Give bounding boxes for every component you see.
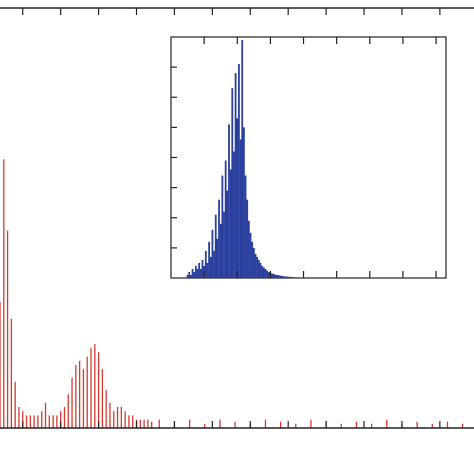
bar [291,277,293,278]
bar [264,268,267,278]
bar [259,262,262,278]
bar [224,160,227,278]
bar [236,118,239,279]
bar [208,241,211,278]
bar [199,268,202,278]
bar [247,220,250,278]
bar [274,274,277,278]
bar [219,223,222,278]
bar [231,88,234,279]
bar [198,262,201,278]
bar [196,268,199,278]
bar [251,241,254,278]
bar [284,276,287,278]
bar [266,270,268,278]
bar [249,232,252,278]
bar [213,250,215,278]
bar [244,175,247,278]
bar [296,277,298,278]
bar [239,139,242,278]
bar [216,238,219,278]
bar [254,253,257,278]
bar [223,211,225,278]
bar [214,214,217,278]
bar [277,275,280,278]
bar [242,127,245,278]
bar [234,73,237,279]
bar [218,199,220,278]
bar [186,274,189,278]
bar [262,267,265,278]
bar [287,276,290,278]
plot-frame [170,36,447,279]
bar [238,64,240,278]
bar [211,229,214,278]
bar [282,276,285,278]
bar [209,256,212,278]
bar [189,274,192,278]
bar [228,124,230,278]
bar [292,277,295,278]
bar [233,151,235,278]
bar [279,275,282,278]
bar [281,275,283,278]
bar [204,250,207,278]
bar [252,247,255,278]
bar [206,262,209,278]
bar [241,40,244,279]
bar [256,256,259,278]
bar [226,190,229,278]
bar [221,175,224,278]
bar [289,276,292,278]
bar [276,274,278,278]
bar [191,268,194,278]
bar [246,199,249,278]
bar [229,169,232,278]
bar [261,265,264,278]
bar [297,277,300,278]
bar [194,265,197,278]
bar [188,271,191,278]
bar [193,271,196,278]
bar [272,274,275,278]
bar [271,273,273,278]
bar [201,259,204,278]
bar [294,277,297,278]
bar [267,271,270,278]
bar [286,276,288,278]
bar [257,259,260,278]
